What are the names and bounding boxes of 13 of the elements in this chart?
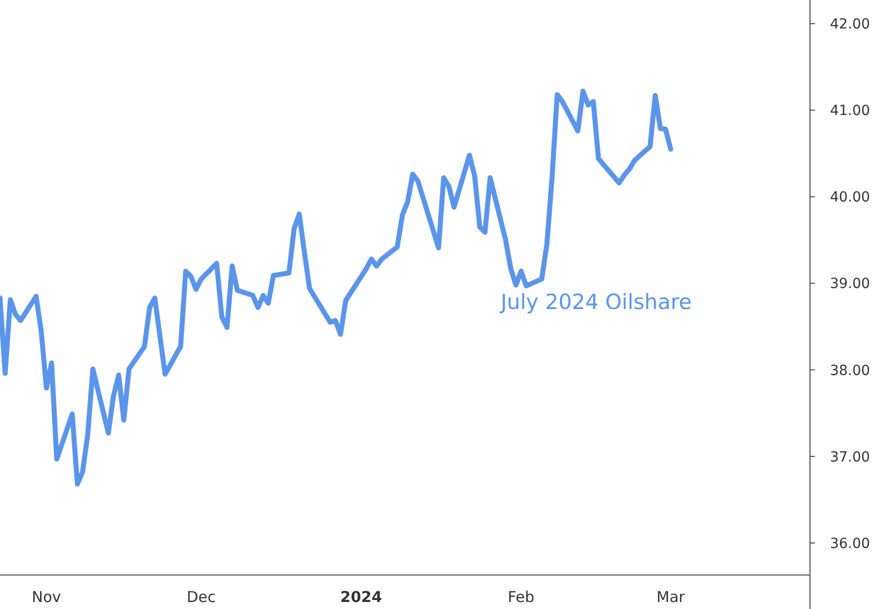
x-tick-label: Nov bbox=[32, 588, 62, 606]
y-tick-label: 36.00 bbox=[830, 536, 870, 552]
x-tick-label: Mar bbox=[656, 588, 686, 606]
y-tick-label: 42.00 bbox=[830, 16, 870, 33]
x-tick-label: Feb bbox=[508, 588, 534, 606]
y-tick-label: 39.00 bbox=[830, 276, 870, 292]
y-tick-label: 38.00 bbox=[830, 362, 870, 379]
series-label: July 2024 Oilshare bbox=[498, 290, 692, 314]
y-tick-label: 41.00 bbox=[830, 103, 870, 120]
x-tick-label: Dec bbox=[186, 588, 216, 606]
y-tick-label: 40.00 bbox=[830, 190, 870, 206]
x-tick-label: 2024 bbox=[340, 588, 382, 606]
y-tick-label: 37.00 bbox=[830, 449, 870, 466]
